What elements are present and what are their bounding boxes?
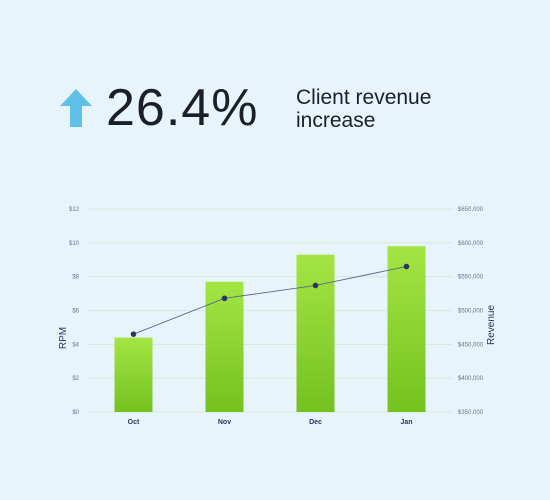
revenue-point [130,331,137,337]
y2-axis-title: Revenue [486,305,497,345]
left-tick-label: $8 [72,275,79,281]
right-tick-label: $350,000 [458,410,484,416]
left-axis-ticks: $0 $2 $4 $6 $8 $10 $12 [69,207,80,416]
left-tick-label: $2 [72,376,79,382]
revenue-line [133,266,407,335]
bar [205,281,244,412]
revenue-line-series [130,263,410,337]
right-tick-label: $650,000 [458,207,484,213]
headline-caption: Client revenue increase [296,86,432,132]
category-label: Jan [400,419,412,426]
bar [114,337,153,412]
revenue-point [221,295,228,302]
right-tick-label: $400,000 [458,376,484,382]
left-tick-label: $12 [69,207,80,213]
left-tick-label: $6 [72,309,79,315]
category-labels: Oct Nov Dec Jan [128,419,413,426]
category-label: Nov [218,419,231,426]
right-tick-label: $550,000 [458,275,484,281]
revenue-point [403,263,410,270]
left-tick-label: $0 [72,410,79,416]
left-tick-label: $4 [72,342,79,348]
revenue-point [312,282,319,289]
right-tick-label: $450,000 [458,342,484,348]
category-label: Dec [309,419,322,426]
bar [387,246,426,412]
y-axis-title: RPM [58,327,69,349]
arrow-up-icon [60,89,92,127]
bar [296,254,335,412]
bar-series [114,246,426,412]
category-label: Oct [128,419,140,426]
right-axis-ticks: $350,000 $400,000 $450,000 $500,000 $550,000… [458,207,484,416]
headline: 26.4% Client revenue increase [60,79,500,140]
headline-value: 26.4% [106,79,259,137]
left-tick-label: $10 [69,241,80,247]
right-tick-label: $500,000 [458,309,484,315]
right-tick-label: $600,000 [458,241,484,247]
